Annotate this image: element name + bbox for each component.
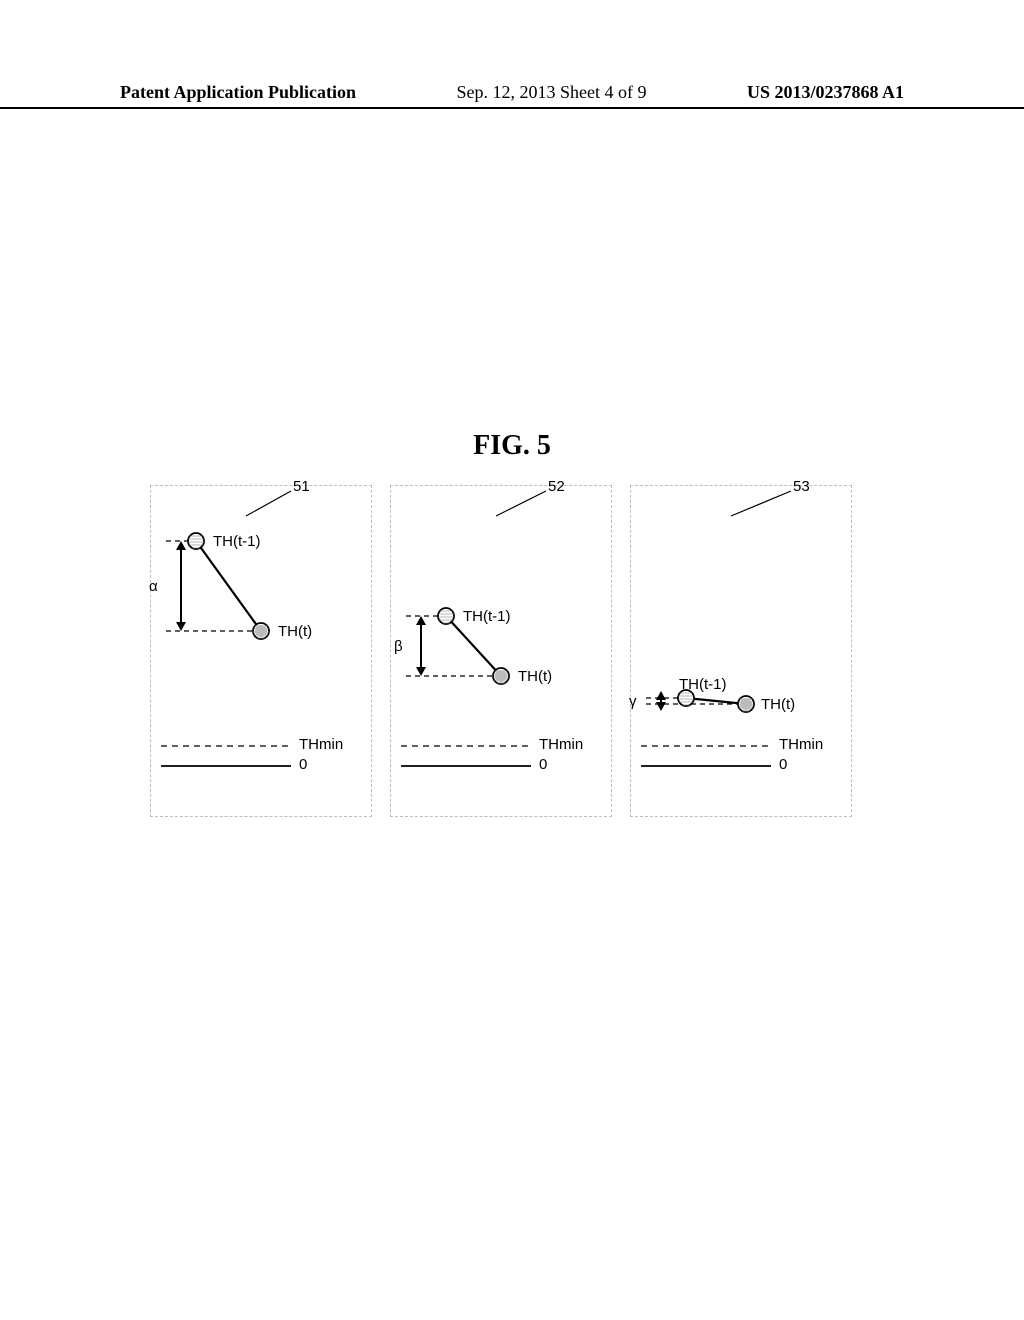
diagram-area: 51αTH(t-1)TH(t)THmin052βTH(t-1)TH(t)THmi… [150,485,870,825]
arrow-up [656,691,666,700]
leader-line [496,491,546,516]
leader-label: 53 [793,478,810,495]
th-cur-label: TH(t) [278,623,312,640]
leader-line [731,491,791,516]
panel-svg [391,486,611,816]
th-cur-label: TH(t) [761,696,795,713]
th-prev-label: TH(t-1) [463,608,511,625]
leader-label: 51 [293,478,310,495]
page: Patent Application Publication Sep. 12, … [0,0,1024,1320]
arrow-up [416,616,426,625]
thmin-label: THmin [779,736,823,753]
zero-label: 0 [779,756,787,773]
header-left: Patent Application Publication [120,82,356,103]
arrow-up [176,541,186,550]
panel-svg [631,486,851,816]
panel-2: 52βTH(t-1)TH(t)THmin0 [390,485,612,817]
panel-svg [151,486,371,816]
greek-label: γ [629,693,637,710]
th-cur-label: TH(t) [518,668,552,685]
header-center: Sep. 12, 2013 Sheet 4 of 9 [457,82,647,103]
arrow-down [656,702,666,711]
th-prev-label: TH(t-1) [679,676,727,693]
zero-label: 0 [539,756,547,773]
connector [446,616,501,676]
connector [196,541,261,631]
th-prev-label: TH(t-1) [213,533,261,550]
panel-3: 53γTH(t-1)TH(t)THmin0 [630,485,852,817]
header-right: US 2013/0237868 A1 [747,82,904,103]
zero-label: 0 [299,756,307,773]
page-header: Patent Application Publication Sep. 12, … [0,82,1024,109]
figure-title: FIG. 5 [0,430,1024,462]
arrow-down [176,622,186,631]
circle-th-prev [188,533,204,549]
greek-label: β [394,638,403,655]
connector [686,698,746,704]
panel-1: 51αTH(t-1)TH(t)THmin0 [150,485,372,817]
thmin-label: THmin [299,736,343,753]
greek-label: α [149,578,158,595]
arrow-down [416,667,426,676]
circle-th-prev [438,608,454,624]
leader-line [246,491,291,516]
leader-label: 52 [548,478,565,495]
thmin-label: THmin [539,736,583,753]
